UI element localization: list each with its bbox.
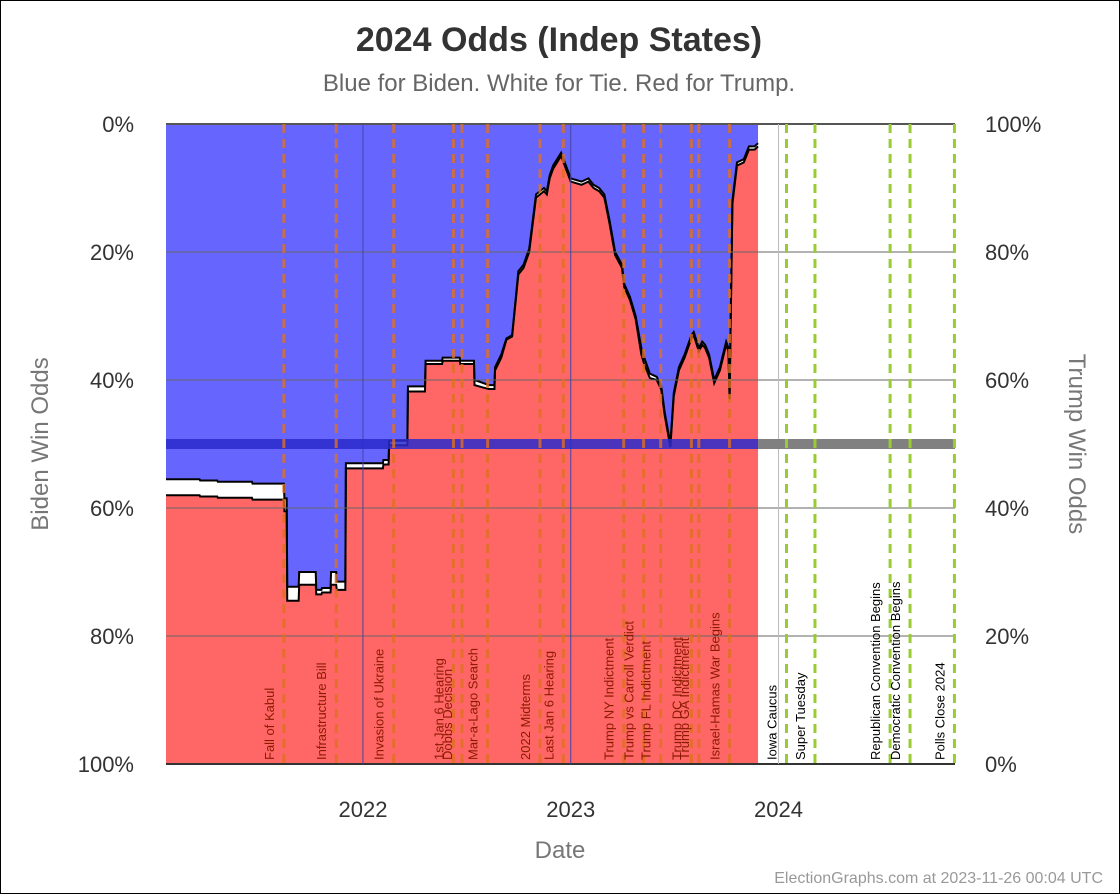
- credit-text: ElectionGraphs.com at 2023-11-26 00:04 U…: [774, 870, 1103, 887]
- event-label: Trump NY Indictment: [602, 638, 617, 760]
- x-axis-label: Date: [535, 837, 586, 864]
- y-left-tick: 80%: [90, 624, 134, 649]
- y-left-tick: 20%: [90, 240, 134, 265]
- event-label: 2022 Midterms: [518, 674, 533, 760]
- event-label: Republican Convention Begins: [868, 582, 883, 760]
- event-layer: Fall of Kabul Infrastructure Bill Invasion…: [262, 124, 956, 764]
- event-label: Invasion of Ukraine: [372, 649, 387, 760]
- biden-line: [166, 142, 759, 591]
- y-left-tick: 40%: [90, 368, 134, 393]
- event-label: Trump DC Indictment: [669, 637, 684, 760]
- y-right-tick: 40%: [985, 496, 1029, 521]
- y-axis-right-label: Trump Win Odds: [1063, 354, 1090, 534]
- event-label: Last Jan 6 Hearing: [541, 651, 556, 760]
- event-label: Super Tuesday: [793, 672, 808, 760]
- event-label: 1st Jan 6 Hearing: [431, 658, 446, 760]
- x-tick: 2024: [754, 797, 803, 822]
- y-axis-left-label: Biden Win Odds: [27, 357, 54, 530]
- tick-layer: 0% 20% 40% 60% 80% 100% 100% 80% 60% 40% 20% 0% 2022…: [78, 112, 1042, 822]
- event-label: Infrastructure Bill: [314, 662, 329, 760]
- event-label: Trump vs Carroll Verdict: [622, 621, 637, 760]
- x-tick: 2023: [546, 797, 595, 822]
- y-left-tick: 0%: [102, 112, 134, 137]
- event-label: Trump FL Indictment: [639, 641, 654, 760]
- y-left-tick: 60%: [90, 496, 134, 521]
- event-label: Democratic Convention Begins: [888, 581, 903, 760]
- event-label: Mar-a-Lago Search: [466, 648, 481, 760]
- chart-subtitle: Blue for Biden. White for Tie. Red for T…: [323, 70, 795, 97]
- y-right-tick: 60%: [985, 368, 1029, 393]
- y-right-tick: 100%: [985, 112, 1041, 137]
- x-tick: 2022: [338, 797, 387, 822]
- event-label: Fall of Kabul: [262, 688, 277, 760]
- y-left-tick: 100%: [78, 752, 134, 777]
- y-right-tick: 20%: [985, 624, 1029, 649]
- event-label: Polls Close 2024: [932, 662, 947, 760]
- event-label: Israel-Hamas War Begins: [708, 612, 723, 760]
- event-label: Dobbs Decision: [440, 669, 455, 760]
- event-label: Iowa Caucus: [764, 684, 779, 760]
- midline-future: [758, 439, 955, 449]
- y-right-tick: 0%: [985, 752, 1017, 777]
- event-label: Trump GA Indictment: [677, 637, 692, 760]
- y-right-tick: 80%: [985, 240, 1029, 265]
- chart-title: 2024 Odds (Indep States): [356, 21, 762, 59]
- trump-line: [166, 145, 759, 602]
